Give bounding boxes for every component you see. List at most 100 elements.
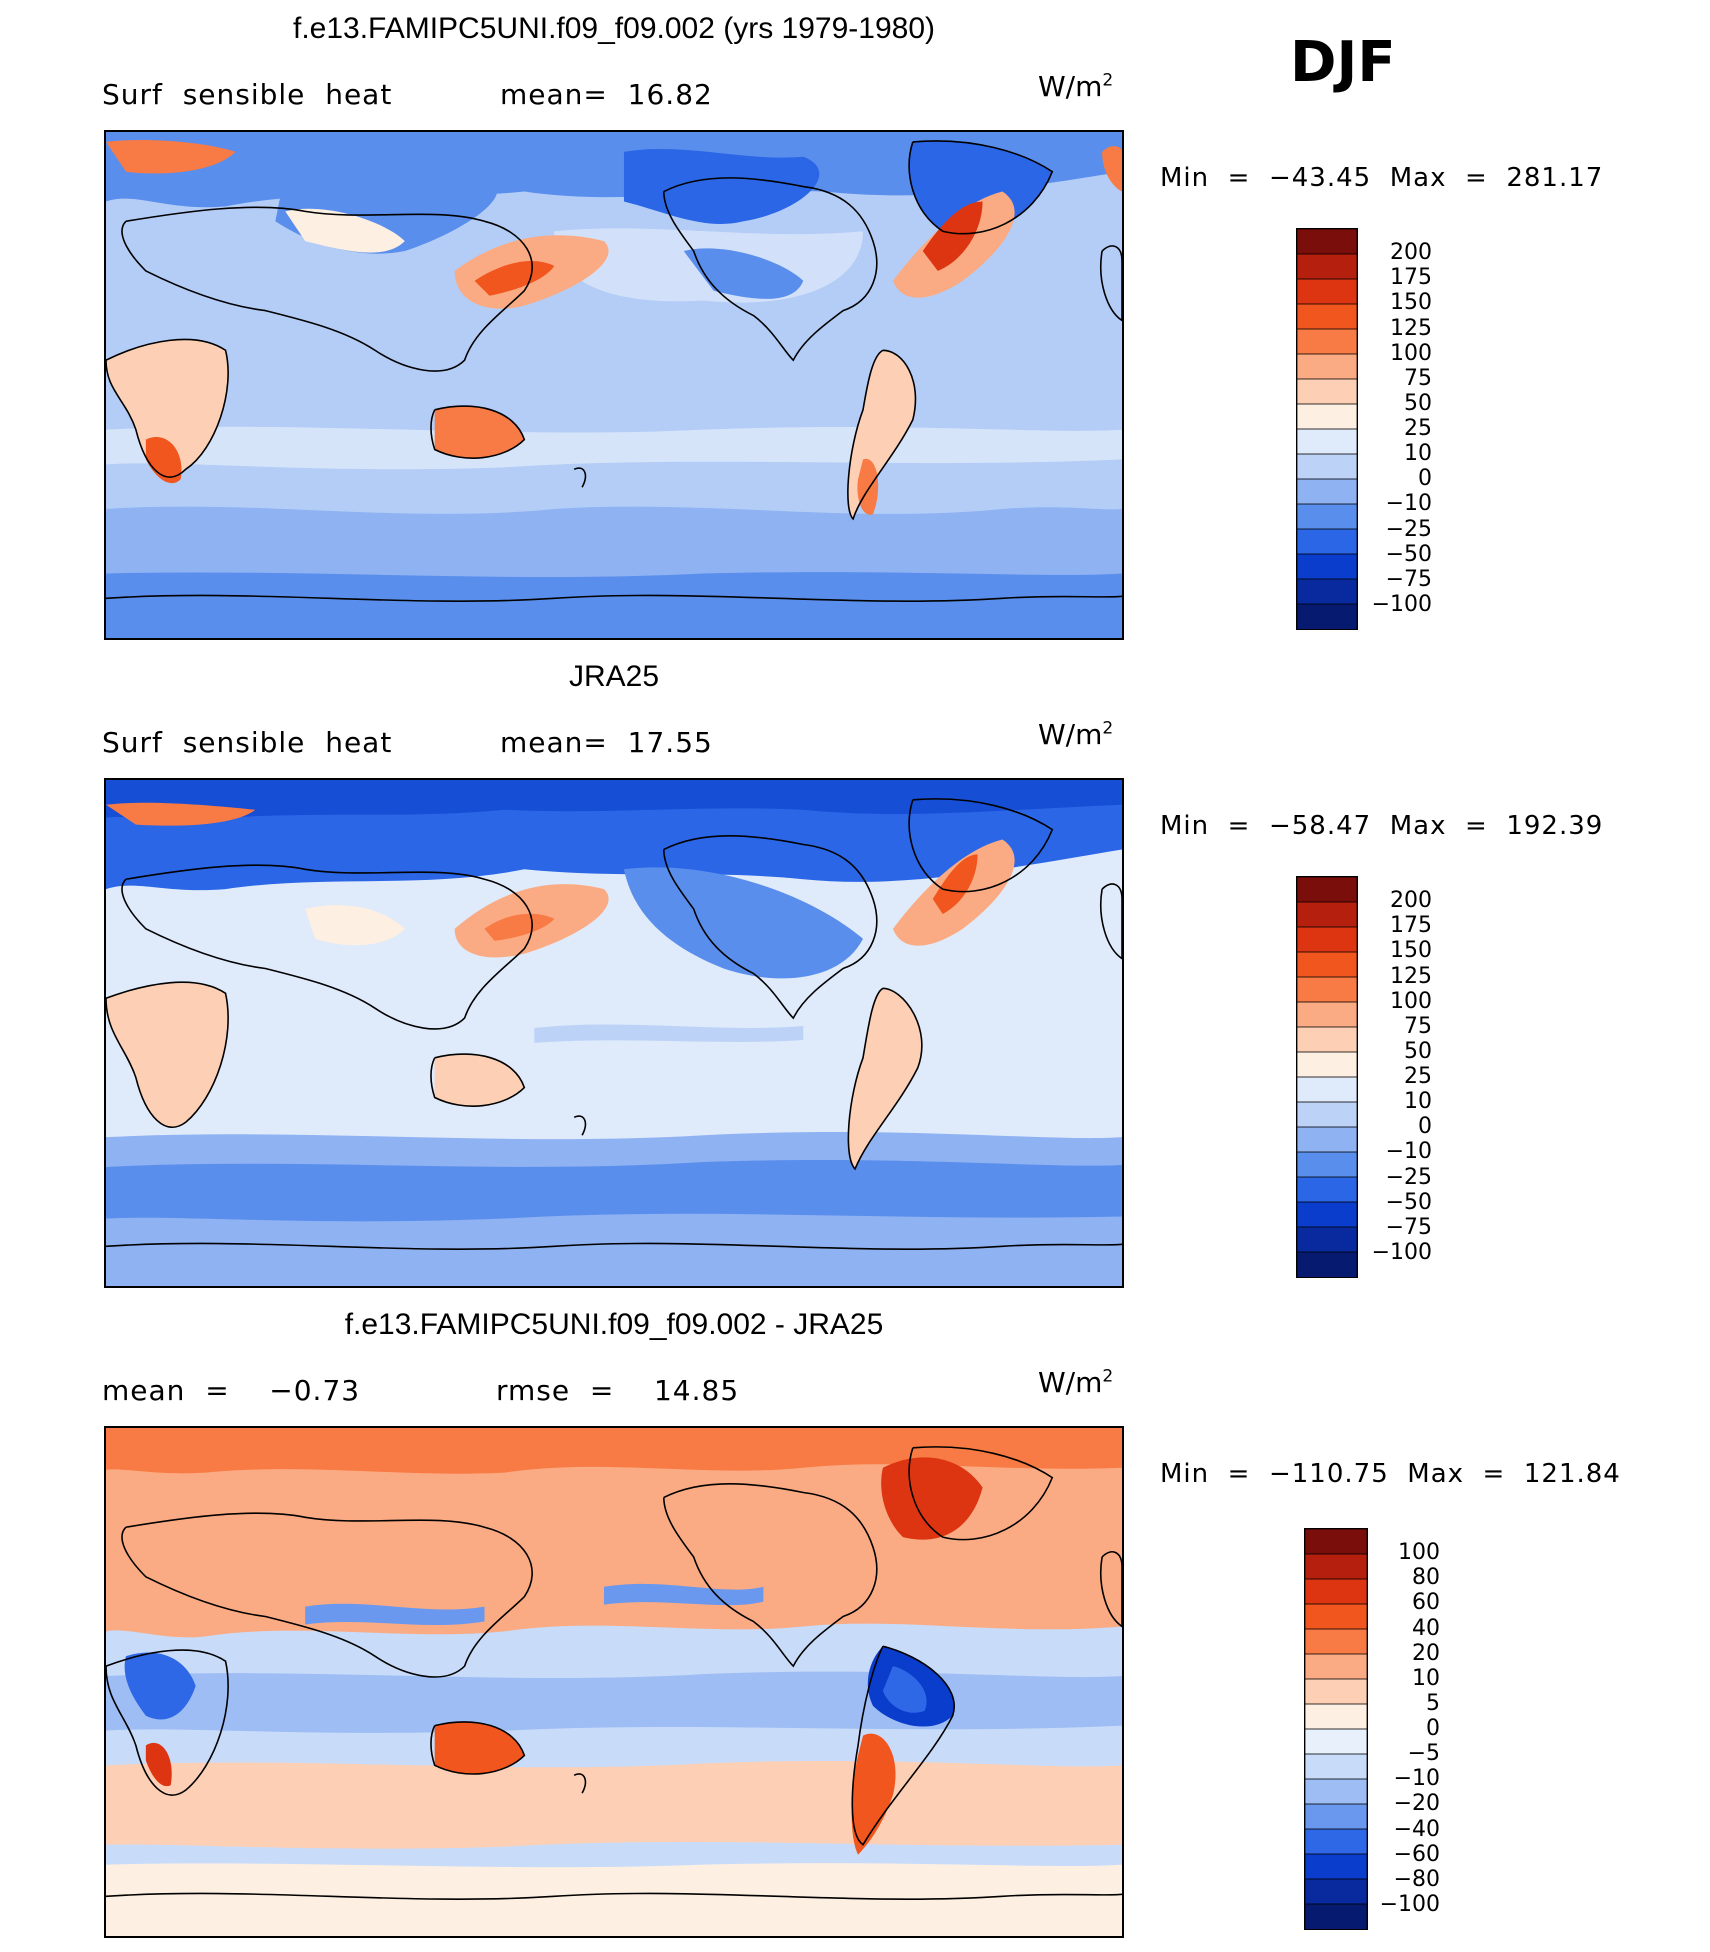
colorbar-swatch [1297,428,1357,455]
panel-1-variable-label: Surf sensible heat [102,78,393,111]
colorbar-swatch [1297,253,1357,280]
colorbar-tick-label: 80 [1412,1565,1440,1591]
colorbar-tick-label: 175 [1390,913,1432,939]
colorbar-swatch [1305,1878,1367,1905]
colorbar-tick-label: −60 [1393,1841,1440,1867]
panel-2-colorbar-labels: 200 175 150 125 100 75 50 25 10 0 −10 −25 −50 −75 −100 [1366,876,1432,1278]
colorbar-tick-label: 125 [1390,963,1432,989]
colorbar-tick-label: 25 [1404,416,1432,441]
panel-3-map [104,1426,1124,1938]
panel-2-title: JRA25 [568,660,660,693]
colorbar-swatch [1297,1126,1357,1153]
panel-1-mean-label: mean= 16.82 [500,78,713,111]
colorbar-tick-label: 0 [1418,466,1432,492]
panel-2-colorbar [1296,876,1358,1278]
colorbar-swatch [1305,1853,1367,1880]
colorbar-tick-label: 0 [1426,1716,1440,1741]
colorbar-swatch [1305,1628,1367,1655]
colorbar-swatch [1297,1226,1357,1253]
colorbar-tick-label: 200 [1390,240,1432,266]
colorbar-swatch [1297,328,1357,355]
colorbar-tick-label: 125 [1390,315,1432,341]
colorbar-swatch [1305,1728,1367,1755]
colorbar-tick-label: 10 [1404,441,1432,467]
colorbar-swatch [1297,528,1357,555]
colorbar-swatch [1305,1578,1367,1605]
colorbar-swatch [1297,353,1357,380]
colorbar-swatch [1297,951,1357,978]
colorbar-tick-label: −25 [1385,516,1432,542]
colorbar-swatch [1297,478,1357,505]
panel-3-colorbar-graphic [1305,1529,1367,1929]
colorbar-tick-label: 25 [1404,1064,1432,1089]
colorbar-swatch [1297,378,1357,405]
colorbar-swatch [1297,1026,1357,1053]
colorbar-swatch [1305,1753,1367,1780]
panel-3-min-max: Min = −110.75 Max = 121.84 [1160,1459,1621,1489]
colorbar-swatch [1297,1101,1357,1128]
colorbar-swatch [1297,553,1357,580]
colorbar-tick-label: 100 [1390,340,1432,366]
panel-3-colorbar [1304,1528,1368,1930]
colorbar-swatch [1297,229,1357,255]
colorbar-tick-label: 50 [1404,1038,1432,1064]
colorbar-swatch [1297,1151,1357,1178]
panel-3-map-graphic [106,1428,1122,1936]
colorbar-tick-label: −100 [1371,1239,1432,1265]
panel-2-colorbar-graphic [1297,877,1357,1277]
colorbar-tick-label: 75 [1404,365,1432,391]
colorbar-swatch [1305,1529,1367,1555]
colorbar-tick-label: 10 [1404,1089,1432,1115]
colorbar-swatch [1297,1176,1357,1203]
colorbar-swatch [1297,603,1357,629]
colorbar-swatch [1305,1903,1367,1929]
colorbar-tick-label: −10 [1393,1766,1440,1792]
colorbar-tick-label: −100 [1371,591,1432,617]
colorbar-swatch [1297,578,1357,605]
colorbar-tick-label: 175 [1390,265,1432,291]
colorbar-tick-label: −20 [1393,1791,1440,1817]
panel-2-map [104,778,1124,1288]
colorbar-tick-label: −40 [1393,1816,1440,1842]
panel-3-units: W/m2 [1038,1366,1114,1399]
colorbar-tick-label: 20 [1412,1640,1440,1666]
colorbar-swatch [1297,453,1357,480]
colorbar-swatch [1305,1678,1367,1705]
colorbar-tick-label: −10 [1385,491,1432,517]
colorbar-tick-label: 40 [1412,1615,1440,1641]
panel-1-colorbar-graphic [1297,229,1357,629]
colorbar-swatch [1305,1828,1367,1855]
colorbar-swatch [1297,403,1357,430]
panel-3-rmse-label: rmse = 14.85 [496,1374,740,1407]
colorbar-tick-label: −75 [1385,566,1432,592]
panel-1-map [104,130,1124,640]
colorbar-swatch [1297,1201,1357,1228]
colorbar-swatch [1305,1778,1367,1805]
colorbar-swatch [1305,1603,1367,1630]
colorbar-tick-label: −80 [1393,1866,1440,1892]
colorbar-tick-label: −5 [1407,1741,1440,1767]
panel-1-title: f.e13.FAMIPC5UNI.f09_f09.002 (yrs 1979-1… [292,12,935,45]
colorbar-swatch [1305,1703,1367,1730]
colorbar-swatch [1305,1653,1367,1680]
colorbar-tick-label: 75 [1404,1013,1432,1039]
panel-1-colorbar [1296,228,1358,630]
colorbar-swatch [1297,901,1357,928]
colorbar-swatch [1297,503,1357,530]
panel-2-units: W/m2 [1038,718,1114,751]
panel-2-variable-label: Surf sensible heat [102,726,393,759]
panel-3-mean-label: mean = −0.73 [102,1374,361,1407]
colorbar-tick-label: 60 [1412,1590,1440,1616]
colorbar-tick-label: −50 [1385,541,1432,567]
colorbar-tick-label: 150 [1390,938,1432,964]
colorbar-tick-label: −75 [1385,1214,1432,1240]
colorbar-swatch [1297,278,1357,305]
colorbar-tick-label: 100 [1390,988,1432,1014]
colorbar-swatch [1297,1251,1357,1277]
colorbar-swatch [1297,976,1357,1003]
panel-3-title: f.e13.FAMIPC5UNI.f09_f09.002 - JRA25 [344,1308,884,1341]
panel-2-map-graphic [106,780,1122,1286]
colorbar-swatch [1297,877,1357,903]
panel-2-mean-label: mean= 17.55 [500,726,713,759]
colorbar-swatch [1305,1803,1367,1830]
